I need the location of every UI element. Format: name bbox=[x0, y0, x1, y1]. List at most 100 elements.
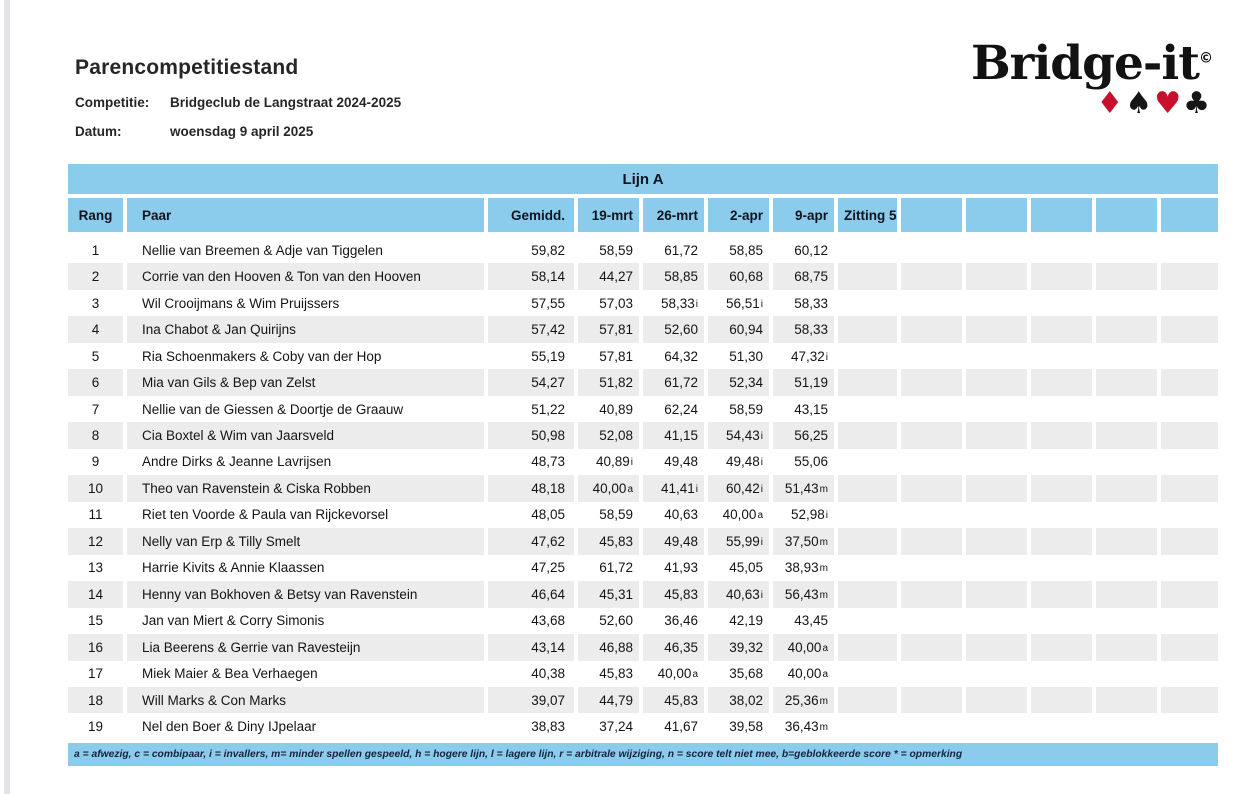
score-cell: 61,72 bbox=[643, 369, 704, 396]
score-value: 40,00 bbox=[657, 666, 692, 682]
heart-icon: ♥ bbox=[1154, 86, 1184, 121]
score-value: 48,18 bbox=[531, 480, 565, 496]
score-value: 57,55 bbox=[531, 295, 565, 311]
pair-cell: Henny van Bokhoven & Betsy van Ravenstei… bbox=[127, 581, 484, 608]
empty-cell bbox=[1161, 316, 1218, 343]
score-cell: 45,83 bbox=[578, 528, 639, 555]
score-value: 52,08 bbox=[599, 428, 633, 444]
empty-cell bbox=[1031, 555, 1092, 581]
score-cell: 46,35 bbox=[643, 634, 704, 661]
score-value: 48,73 bbox=[531, 454, 565, 470]
score-value: 45,83 bbox=[664, 692, 698, 708]
logo-text: Bridge-it bbox=[970, 36, 1200, 91]
score-cell: 40,00 a bbox=[578, 475, 639, 502]
score-value: 35,68 bbox=[729, 666, 763, 682]
empty-cell bbox=[1161, 290, 1218, 316]
empty-cell bbox=[901, 396, 962, 422]
empty-cell bbox=[1031, 528, 1092, 555]
score-value: 36,43 bbox=[784, 719, 819, 735]
competition-row: Competitie: Bridgeclub de Langstraat 202… bbox=[75, 95, 401, 110]
score-value: 58,59 bbox=[599, 242, 633, 258]
empty-cell bbox=[901, 449, 962, 475]
column-header-19-mrt: 19-mrt bbox=[578, 198, 639, 232]
pair-cell: Corrie van den Hooven & Ton van den Hoov… bbox=[127, 263, 484, 290]
score-value: 58,85 bbox=[729, 242, 763, 258]
score-cell: 46,88 bbox=[578, 634, 639, 661]
page-left-edge bbox=[4, 0, 10, 794]
empty-cell bbox=[1161, 396, 1218, 422]
score-flag: a bbox=[757, 510, 763, 522]
score-cell: 58,85 bbox=[708, 237, 769, 263]
score-cell: 38,93 m bbox=[773, 555, 834, 581]
score-value: 40,00 bbox=[592, 480, 627, 496]
empty-cell bbox=[838, 713, 897, 739]
score-flag: i bbox=[630, 457, 633, 469]
score-value: 57,42 bbox=[531, 322, 565, 338]
pair-cell: Harrie Kivits & Annie Klaassen bbox=[142, 560, 325, 576]
score-cell: 55,19 bbox=[488, 343, 574, 369]
score-flag: i bbox=[695, 298, 698, 310]
empty-cell bbox=[1096, 713, 1157, 739]
column-header-row: Rang Paar Gemidd. 19-mrt 26-mrt 2-apr 9-apr Zit… bbox=[68, 198, 1218, 232]
table-row: 4 Ina Chabot & Jan Quirijns 57,42 57,81 52,6… bbox=[68, 316, 1218, 343]
score-value: 40,89 bbox=[595, 454, 630, 470]
empty-cell bbox=[1031, 369, 1092, 396]
score-value: 47,25 bbox=[531, 560, 565, 576]
score-value: 50,98 bbox=[531, 428, 565, 444]
score-value: 61,72 bbox=[664, 375, 698, 391]
empty-cell bbox=[1031, 343, 1092, 369]
empty-cell bbox=[1161, 502, 1218, 528]
empty-cell bbox=[1161, 369, 1218, 396]
score-value: 56,25 bbox=[794, 428, 828, 444]
score-cell: 57,81 bbox=[578, 343, 639, 369]
table-row: 2 Corrie van den Hooven & Ton van den Hoo… bbox=[68, 263, 1218, 290]
rank-cell: 9 bbox=[91, 454, 100, 470]
empty-cell bbox=[1096, 502, 1157, 528]
score-value: 62,24 bbox=[664, 401, 698, 417]
table-row: 8 Cia Boxtel & Wim van Jaarsveld 50,98 52,0… bbox=[68, 422, 1218, 449]
diamond-icon: ♦ bbox=[1096, 86, 1126, 121]
score-cell: 40,00 a bbox=[708, 502, 769, 528]
score-cell: 51,22 bbox=[488, 396, 574, 422]
rows-container: 1 Nellie van Breemen & Adje van Tiggelen 5… bbox=[68, 237, 1218, 740]
score-cell: 43,14 bbox=[488, 634, 574, 661]
score-value: 40,38 bbox=[531, 666, 565, 682]
score-cell: 44,27 bbox=[578, 263, 639, 290]
empty-cell bbox=[966, 290, 1027, 316]
empty-cell bbox=[1031, 237, 1092, 263]
empty-cell bbox=[1161, 555, 1218, 581]
empty-cell bbox=[1031, 396, 1092, 422]
score-cell: 54,43 i bbox=[708, 422, 769, 449]
empty-cell bbox=[901, 263, 962, 290]
score-cell: 40,00 a bbox=[643, 661, 704, 687]
score-value: 43,45 bbox=[794, 613, 828, 629]
score-cell: 57,81 bbox=[578, 316, 639, 343]
score-value: 46,64 bbox=[531, 586, 565, 602]
empty-cell bbox=[966, 555, 1027, 581]
copyright-icon: © bbox=[1199, 50, 1213, 67]
score-value: 43,15 bbox=[794, 401, 828, 417]
score-value: 45,83 bbox=[664, 586, 698, 602]
empty-cell bbox=[838, 581, 897, 608]
score-cell: 58,85 bbox=[643, 263, 704, 290]
empty-cell bbox=[1161, 581, 1218, 608]
empty-cell bbox=[838, 686, 897, 714]
score-flag: m bbox=[819, 722, 828, 734]
pair-cell: Lia Beerens & Gerrie van Ravesteijn bbox=[127, 634, 484, 661]
empty-cell bbox=[1031, 449, 1092, 475]
empty-cell bbox=[901, 369, 962, 396]
line-header: Lijn A bbox=[68, 164, 1218, 194]
rank-cell: 17 bbox=[87, 666, 104, 682]
score-cell: 39,32 bbox=[708, 634, 769, 661]
table-row: 16 Lia Beerens & Gerrie van Ravesteijn 43,… bbox=[68, 634, 1218, 661]
score-cell: 45,83 bbox=[643, 581, 704, 608]
column-header-gemidd-: Gemidd. bbox=[488, 198, 574, 232]
score-flag: a bbox=[627, 483, 633, 495]
empty-cell bbox=[1161, 528, 1218, 555]
empty-cell bbox=[1096, 422, 1157, 449]
score-value: 41,15 bbox=[664, 428, 698, 444]
empty-cell bbox=[838, 449, 897, 475]
score-cell: 39,07 bbox=[488, 686, 574, 714]
score-cell: 45,83 bbox=[578, 661, 639, 687]
